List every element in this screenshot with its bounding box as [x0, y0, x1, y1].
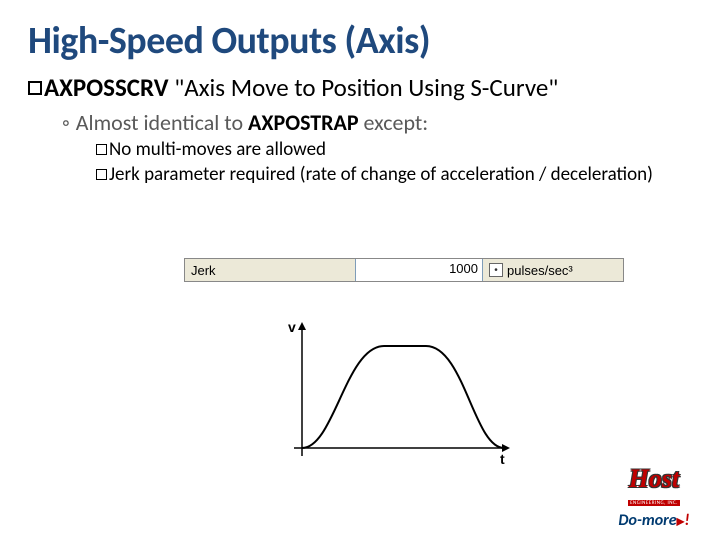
- param-value-field[interactable]: 1000: [355, 259, 483, 281]
- jerk-param-row: Jerk 1000 • pulses/sec³: [184, 258, 624, 282]
- scurve-path: [302, 346, 504, 448]
- lvl3b-text: Jerk parameter required (rate of change …: [109, 163, 653, 186]
- unit-text: pulses/sec³: [507, 263, 573, 278]
- bullet-level1: AXPOSSCRV "Axis Move to Position Using S…: [28, 72, 680, 103]
- circle-bullet-icon: ◦: [62, 109, 70, 136]
- x-axis-label: t: [500, 451, 505, 467]
- bullet-level3-a: No multi-moves are allowed: [28, 138, 680, 162]
- slide-title: High-Speed Outputs (Axis): [0, 0, 720, 64]
- bullet-level3-b: Jerk parameter required (rate of change …: [28, 163, 680, 187]
- logo-domore-text: Do-more▶!: [602, 511, 706, 530]
- domore-word: Do-more: [618, 511, 676, 530]
- content-area: AXPOSSCRV "Axis Move to Position Using S…: [0, 64, 720, 187]
- command-name: AXPOSSCRV: [44, 72, 169, 103]
- lvl2-post: except:: [359, 109, 429, 136]
- logo-host-text: Host: [602, 467, 706, 490]
- param-label: Jerk: [185, 263, 355, 278]
- scurve-graph: v t: [274, 316, 512, 474]
- lvl2-pre: Almost identical to: [76, 109, 248, 136]
- square-bullet-icon: [28, 81, 42, 95]
- variable-icon[interactable]: •: [489, 263, 503, 277]
- bullet-level2: ◦Almost identical to AXPOSTRAP except:: [28, 109, 680, 136]
- command-desc: "Axis Move to Position Using S-Curve": [169, 72, 559, 103]
- lvl2-cmd: AXPOSTRAP: [248, 109, 359, 136]
- logo-block: Host ENGINEERING, INC. Do-more▶!: [602, 467, 706, 530]
- logo-eng-text: ENGINEERING, INC.: [628, 500, 680, 506]
- square-bullet-icon: [96, 169, 107, 180]
- y-axis-label: v: [288, 319, 296, 335]
- excl-icon: !: [684, 511, 689, 530]
- param-unit: • pulses/sec³: [483, 263, 579, 278]
- y-axis-arrow-icon: [298, 322, 306, 330]
- square-bullet-icon: [96, 144, 107, 155]
- lvl3a-text: No multi-moves are allowed: [109, 138, 326, 161]
